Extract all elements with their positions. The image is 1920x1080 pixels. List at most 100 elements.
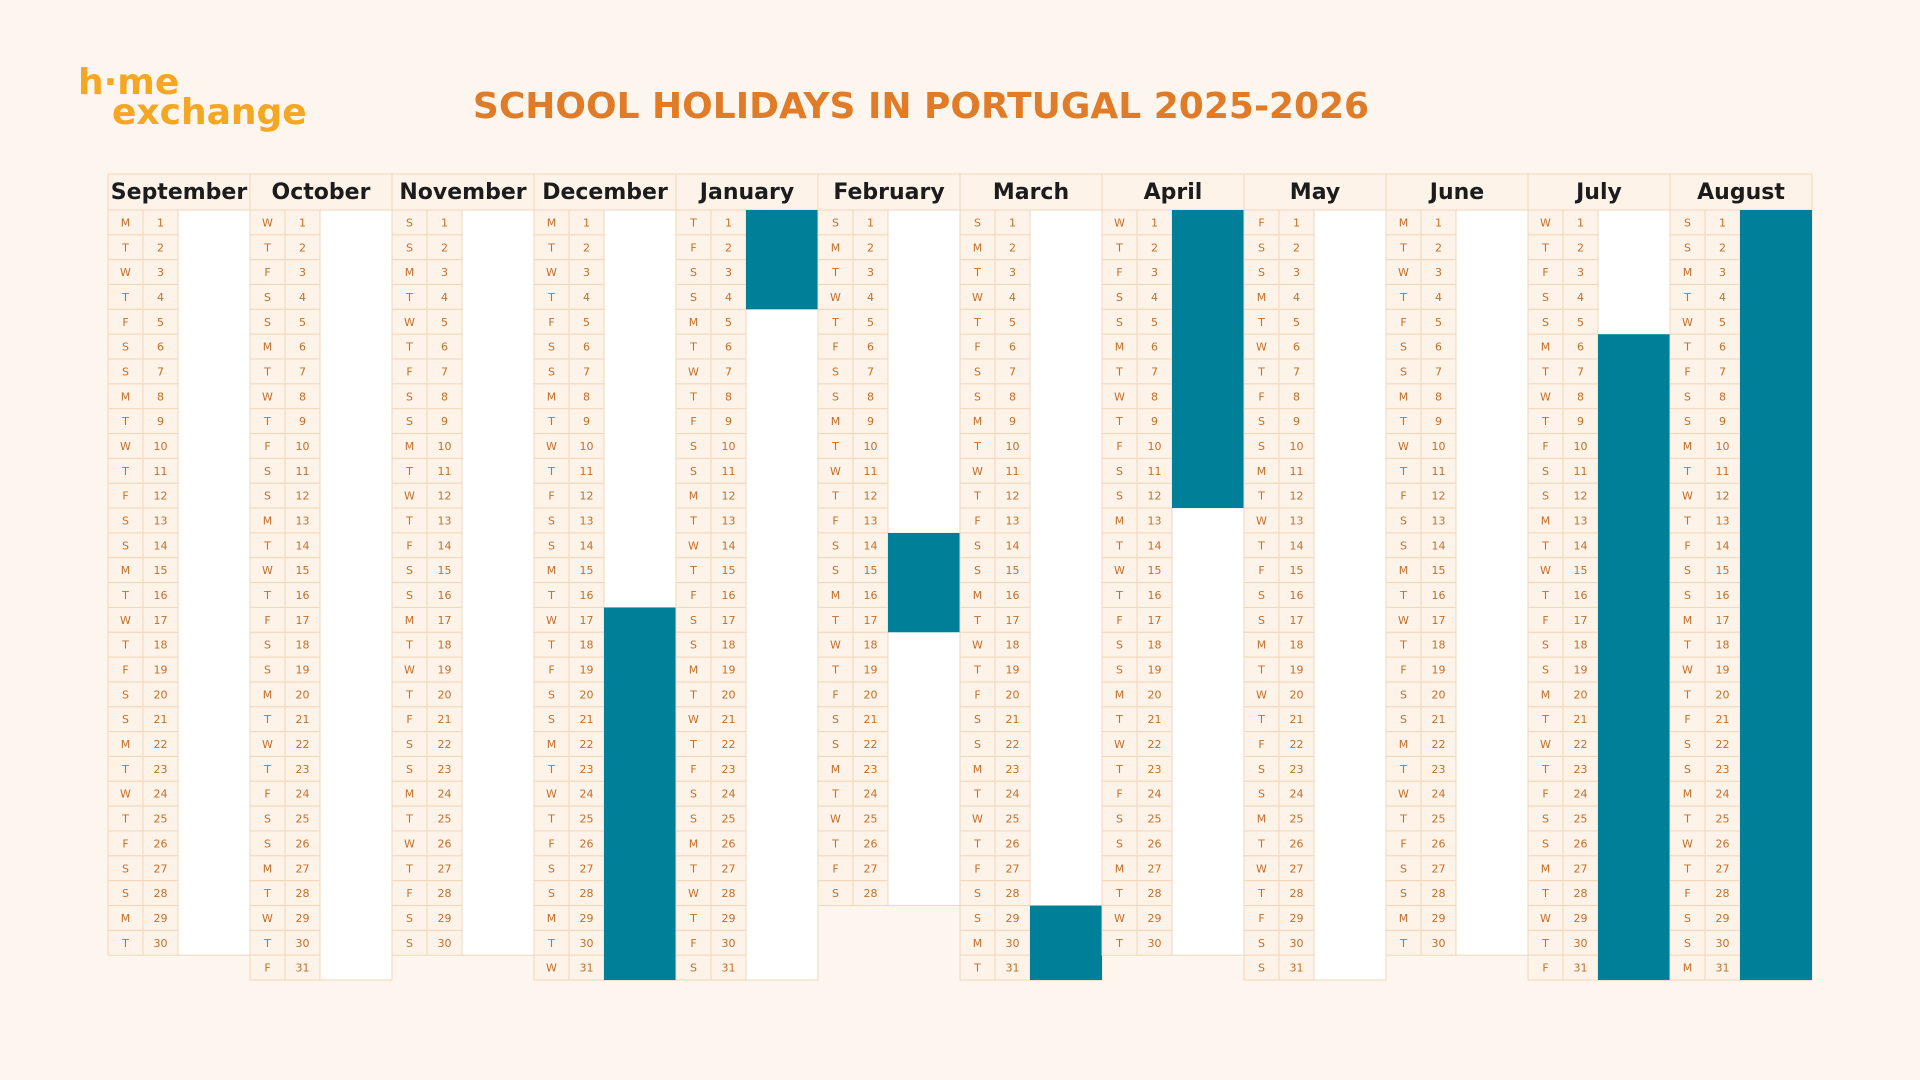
month-header-cell [1527, 173, 1671, 211]
weekday: S [1116, 316, 1123, 329]
holiday-block [1172, 210, 1244, 509]
date-cell [426, 507, 463, 534]
title: SCHOOL HOLIDAYS IN PORTUGAL 2025-2026 [473, 86, 1369, 127]
weekday: F [406, 713, 412, 726]
date: 5 [1719, 316, 1726, 329]
date: 9 [1293, 415, 1300, 428]
weekday: T [1683, 688, 1691, 701]
weekday-cell [391, 706, 428, 733]
logo-top: h·me [78, 62, 179, 103]
weekday-cell [817, 681, 854, 708]
weekday-cell [1243, 433, 1280, 459]
weekday-cell [1669, 358, 1706, 385]
date-cell [994, 433, 1031, 459]
date-cell [142, 780, 179, 807]
date: 30 [1290, 937, 1304, 950]
weekday: M [1541, 862, 1551, 875]
weekday-cell [1669, 706, 1706, 733]
date-cell [994, 582, 1031, 608]
date: 6 [583, 341, 590, 354]
date-cell [426, 905, 463, 931]
weekday: T [831, 664, 839, 677]
weekday: S [1684, 216, 1691, 229]
date-cell [1562, 855, 1599, 882]
weekday-cell [1385, 582, 1422, 608]
date-cell [426, 855, 463, 882]
date: 22 [1006, 738, 1020, 751]
date: 9 [157, 415, 164, 428]
weekday-cell [249, 755, 286, 782]
weekday: M [1683, 266, 1693, 279]
date-cell [994, 532, 1031, 559]
date-cell [1136, 830, 1173, 857]
weekday: S [1258, 266, 1265, 279]
weekday-cell [959, 408, 996, 435]
date-cell [852, 358, 889, 385]
date: 18 [580, 639, 594, 652]
weekday-cell [391, 408, 428, 435]
date: 11 [1432, 465, 1446, 478]
date: 28 [1574, 887, 1588, 900]
date-cell [1562, 234, 1599, 261]
date-cell [284, 631, 321, 658]
weekday: M [121, 912, 131, 925]
month-name: February [833, 180, 944, 205]
weekday: S [1400, 862, 1407, 875]
weekday-cell [817, 706, 854, 733]
date-cell [994, 606, 1031, 633]
weekday: M [405, 266, 415, 279]
weekday: F [1258, 564, 1264, 577]
date-cell [284, 408, 321, 435]
weekday: T [689, 341, 697, 354]
date: 2 [1151, 241, 1158, 254]
date: 28 [1716, 887, 1730, 900]
date-cell [426, 830, 463, 857]
date: 3 [299, 266, 306, 279]
date: 28 [722, 887, 736, 900]
month-header-cell [1243, 173, 1387, 211]
date-cell [1136, 755, 1173, 782]
date: 9 [1719, 415, 1726, 428]
date-cell [1420, 383, 1457, 410]
date-cell [852, 880, 889, 907]
date-cell [142, 482, 179, 509]
date-cell [284, 358, 321, 385]
date-cell [1420, 755, 1457, 782]
date-cell [284, 656, 321, 683]
date-cell [1136, 383, 1173, 410]
weekday: S [690, 440, 697, 453]
date: 29 [1574, 912, 1588, 925]
date: 12 [154, 490, 168, 503]
date-cell [1420, 606, 1457, 633]
weekday-cell [1101, 408, 1138, 435]
weekday: T [547, 763, 555, 776]
date: 4 [1435, 291, 1442, 304]
date-cell [1562, 408, 1599, 435]
weekday: S [1684, 763, 1691, 776]
date: 25 [722, 813, 736, 826]
weekday: F [1116, 614, 1122, 627]
date: 26 [154, 837, 168, 850]
date: 24 [580, 788, 594, 801]
date: 19 [438, 664, 452, 677]
date: 24 [1290, 788, 1304, 801]
weekday: S [548, 365, 555, 378]
weekday: F [832, 688, 838, 701]
date-cell [1420, 557, 1457, 584]
date: 1 [583, 216, 590, 229]
weekday: M [263, 341, 273, 354]
date: 9 [441, 415, 448, 428]
date-cell [142, 333, 179, 360]
weekday-cell [533, 656, 570, 683]
date-cell [284, 284, 321, 310]
weekday-cell [817, 606, 854, 633]
date-cell [426, 706, 463, 733]
date: 7 [725, 365, 732, 378]
date: 17 [864, 614, 878, 627]
weekday: T [121, 589, 129, 602]
weekday-cell [249, 830, 286, 857]
date: 5 [1435, 316, 1442, 329]
weekday: T [1115, 713, 1123, 726]
date: 21 [722, 713, 736, 726]
